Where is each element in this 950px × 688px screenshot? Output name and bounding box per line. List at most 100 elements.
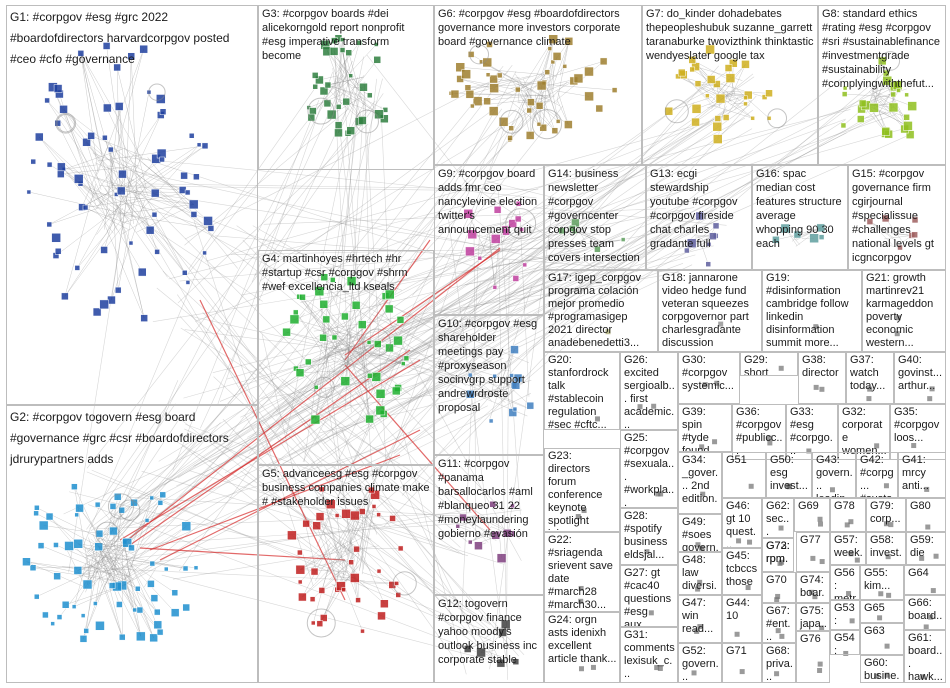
graph-node [718,321,724,327]
cluster-label: G49: #soes govern... [682,516,719,552]
graph-node [729,59,738,68]
intra-cluster-edge [324,277,364,366]
intra-cluster-edge [499,75,548,100]
intra-cluster-edge [103,204,118,251]
intra-cluster-edge [510,100,540,125]
graph-node [715,93,726,104]
graph-node [118,506,125,514]
graph-node [515,86,521,93]
inter-cluster-edge [391,306,530,364]
graph-node [699,545,705,551]
intra-cluster-edge [361,506,375,575]
intra-cluster-edge [540,83,615,91]
inter-cluster-edge [324,386,355,562]
graph-node [775,593,781,599]
cluster-box-g16: G16: spac median cost features structure… [752,165,848,270]
inter-cluster-edge [300,249,588,303]
intra-cluster-edge [319,516,337,581]
graph-node [459,513,467,522]
cluster-label: G16: spac median cost features structure… [756,168,845,250]
cluster-box-g61: G61: board... hawk... [904,630,946,683]
graph-node [71,483,78,490]
intra-cluster-edge [117,563,153,584]
inter-cluster-edge [184,329,510,372]
intra-cluster-edge [319,516,348,569]
graph-node [33,510,39,517]
inter-cluster-edge [180,327,521,539]
inter-cluster-edge [215,235,680,274]
intra-cluster-edge [470,529,492,543]
inter-cluster-edge [96,512,472,530]
graph-node [772,236,780,244]
graph-node [144,518,150,523]
graph-node [128,544,135,552]
inter-cluster-edge [269,264,693,466]
cluster-box-g22: G22: #sriagenda srievent save date #marc… [544,532,620,612]
graph-node [319,300,329,309]
intra-cluster-edge [363,319,401,364]
graph-node [881,127,891,136]
graph-node [515,200,522,207]
intra-cluster-edge [357,329,370,420]
intra-cluster-edge [336,295,386,363]
cluster-label: G24: orgn asts idenixh excellent article… [548,614,617,665]
graph-node [881,214,890,223]
graph-node [712,439,718,445]
cluster-box-g73: G73: rpm... [762,538,794,572]
self-loop [55,112,77,134]
inter-cluster-edge [486,180,594,208]
cluster-box-g33: G33: #esg #corpgo... [786,404,838,460]
intra-cluster-edge [322,326,356,338]
intra-cluster-edge [299,358,335,373]
graph-node [741,60,750,69]
intra-cluster-edge [548,41,570,98]
cluster-label: G2: #corpgov togovern #esg board #govern… [10,410,233,466]
graph-node [149,560,156,567]
graph-node [100,246,108,254]
graph-node [590,664,596,670]
graph-node [555,119,561,124]
intra-cluster-edge [327,77,363,86]
intra-cluster-edge [137,144,200,215]
graph-node [508,125,514,131]
graph-node [315,512,325,521]
intra-cluster-edge [91,135,142,156]
cluster-box-g43: G43: govern... leadin... [812,452,856,498]
cluster-label: G79: corp... [870,500,901,525]
cluster-box-g27: G27: gt #cac40 questions #esg aux... [620,565,678,627]
graph-node [658,491,664,497]
inter-cluster-edge [129,496,493,519]
cluster-label: G9: #corpgov board adds fmr ceo nancylev… [438,168,541,236]
intra-cluster-edge [300,540,349,570]
cluster-label: G15: #corpgov governance firm cgirjourna… [852,168,938,264]
intra-cluster-edge [300,370,346,373]
inter-cluster-edge [463,180,596,268]
intra-cluster-edge [127,198,185,273]
intra-cluster-edge [497,521,502,559]
inter-cluster-edge [324,88,529,526]
intra-cluster-edge [336,506,375,564]
graph-node [455,524,461,529]
intra-cluster-edge [97,554,186,569]
graph-node [819,559,825,565]
graph-node [688,56,697,64]
graph-node [697,579,703,585]
intra-cluster-edge [74,486,92,582]
graph-node [375,405,386,416]
graph-node [102,42,111,50]
cluster-label: G36: #corpgov #publicc... [736,406,785,457]
graph-node [190,211,198,218]
intra-cluster-edge [64,207,124,297]
intra-cluster-edge [315,339,328,420]
graph-node [374,42,379,47]
intra-cluster-edge [64,183,97,297]
inter-cluster-edge [275,80,712,417]
graph-node [867,386,873,392]
intra-cluster-edge [574,230,607,246]
graph-node [334,128,343,138]
inter-cluster-edge [90,214,597,532]
inter-cluster-edge [336,282,481,552]
intra-cluster-edge [80,183,130,220]
intra-cluster-edge [362,511,364,570]
cluster-label: G37: watch today... [850,354,886,392]
